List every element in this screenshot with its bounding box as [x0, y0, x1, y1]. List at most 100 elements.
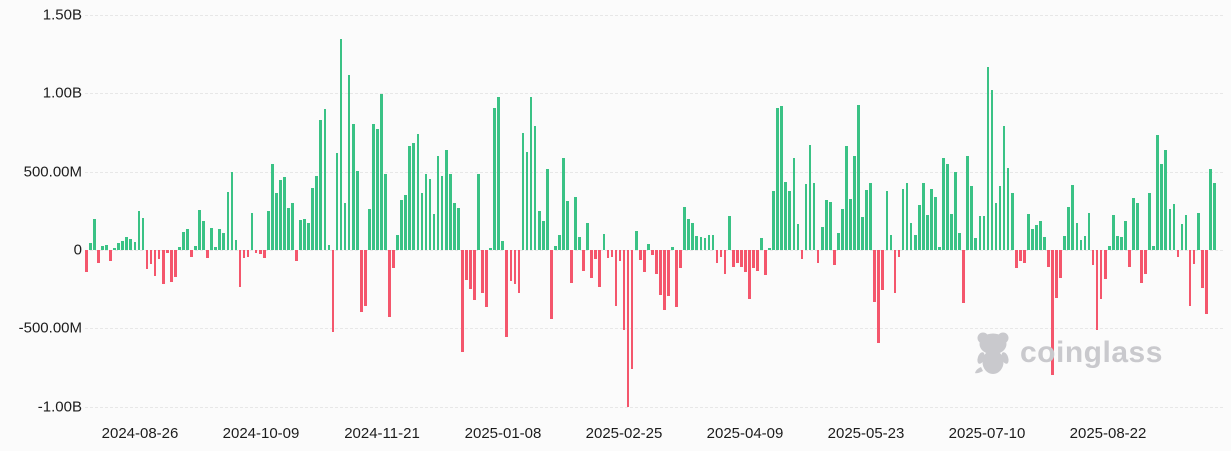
inflow-bar — [1071, 184, 1075, 250]
outflow-bar — [614, 250, 618, 307]
inflow-bar — [416, 133, 420, 250]
outflow-bar — [675, 250, 678, 308]
outflow-bar — [663, 250, 666, 311]
inflow-bar — [970, 185, 974, 250]
inflow-bar — [477, 173, 480, 250]
inflow-bar — [974, 238, 978, 250]
inflow-bar — [226, 192, 230, 250]
inflow-bar — [1031, 229, 1034, 250]
inflow-bar — [994, 203, 998, 250]
inflow-bar — [137, 211, 141, 250]
coinglass-watermark-text: coinglass — [1020, 336, 1163, 369]
inflow-bar — [841, 209, 844, 250]
inflow-bar — [1067, 206, 1071, 250]
inflow-bar — [990, 89, 994, 250]
inflow-bar — [853, 155, 856, 250]
outflow-bar — [570, 250, 573, 284]
inflow-bar — [986, 67, 990, 250]
outflow-bar — [1055, 250, 1058, 299]
inflow-bar — [865, 189, 868, 250]
outflow-bar — [517, 250, 521, 294]
outflow-bar — [149, 250, 153, 265]
inflow-bar — [501, 240, 505, 250]
inflow-bar — [1124, 220, 1127, 250]
x-tick-label: 2024-11-21 — [344, 425, 420, 442]
inflow-bar — [828, 201, 832, 250]
outflow-bar — [295, 250, 298, 261]
inflow-bar — [646, 244, 650, 250]
inflow-bar — [351, 124, 355, 250]
inflow-bar — [372, 124, 375, 250]
outflow-bar — [1192, 250, 1196, 264]
inflow-bar — [950, 213, 953, 250]
outflow-bar — [1140, 250, 1143, 283]
inflow-bar — [574, 196, 577, 250]
inflow-bar — [307, 222, 311, 250]
outflow-bar — [622, 250, 626, 331]
inflow-bar — [982, 215, 986, 250]
gridline — [85, 93, 1223, 95]
inflow-bar — [1196, 212, 1200, 250]
x-tick-label: 2025-07-10 — [948, 425, 1026, 442]
outflow-bar — [254, 250, 258, 254]
inflow-bar — [1160, 163, 1164, 250]
inflow-bar — [1184, 215, 1188, 250]
inflow-bar — [1120, 237, 1123, 250]
outflow-bar — [1128, 250, 1131, 268]
inflow-bar — [283, 176, 286, 250]
inflow-bar — [998, 185, 1002, 250]
outflow-bar — [549, 250, 553, 320]
inflow-bar — [691, 223, 695, 250]
inflow-bar — [396, 234, 399, 250]
inflow-bar — [489, 247, 492, 250]
outflow-bar — [157, 250, 161, 260]
inflow-bar — [687, 219, 691, 250]
outflow-bar — [145, 250, 149, 270]
inflow-bar — [1107, 245, 1111, 250]
outflow-bar — [242, 250, 246, 259]
x-tick-label: 2025-02-25 — [585, 425, 663, 442]
inflow-bar — [129, 238, 133, 250]
inflow-bar — [553, 245, 557, 250]
inflow-bar — [355, 170, 359, 250]
outflow-bar — [832, 250, 836, 266]
inflow-bar — [218, 229, 222, 250]
outflow-bar — [1103, 250, 1107, 280]
inflow-bar — [105, 244, 108, 250]
outflow-bar — [756, 250, 759, 271]
inflow-bar — [1136, 202, 1139, 250]
outflow-bar — [1176, 250, 1180, 258]
outflow-bar — [85, 250, 88, 273]
inflow-bar — [703, 238, 707, 250]
outflow-bar — [800, 250, 804, 260]
inflow-bar — [1132, 198, 1135, 250]
inflow-bar — [586, 222, 590, 250]
gridline — [85, 14, 1223, 16]
outflow-bar — [1095, 250, 1099, 331]
outflow-bar — [331, 250, 335, 332]
outflow-bar — [173, 250, 177, 278]
inflow-bar — [182, 232, 185, 250]
inflow-bar — [230, 171, 234, 250]
inflow-bar — [901, 189, 905, 250]
inflow-bar — [214, 246, 218, 250]
inflow-bar — [311, 187, 315, 250]
outflow-bar — [485, 250, 488, 307]
outflow-bar — [505, 250, 509, 338]
outflow-bar — [1022, 250, 1026, 263]
inflow-bar — [533, 125, 537, 250]
inflow-bar — [683, 207, 687, 250]
inflow-bar — [404, 194, 408, 250]
inflow-bar — [436, 155, 440, 250]
outflow-bar — [748, 250, 751, 300]
outflow-bar — [881, 250, 885, 290]
outflow-bar — [190, 250, 193, 258]
inflow-bar — [412, 143, 416, 250]
coinglass-watermark: coinglass — [973, 331, 1163, 375]
inflow-bar — [889, 234, 893, 250]
inflow-bar — [323, 109, 327, 250]
outflow-bar — [590, 250, 594, 279]
inflow-bar — [558, 234, 561, 250]
outflow-bar — [481, 250, 484, 293]
